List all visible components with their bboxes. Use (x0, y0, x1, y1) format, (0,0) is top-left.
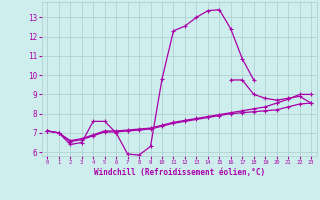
X-axis label: Windchill (Refroidissement éolien,°C): Windchill (Refroidissement éolien,°C) (94, 168, 265, 177)
